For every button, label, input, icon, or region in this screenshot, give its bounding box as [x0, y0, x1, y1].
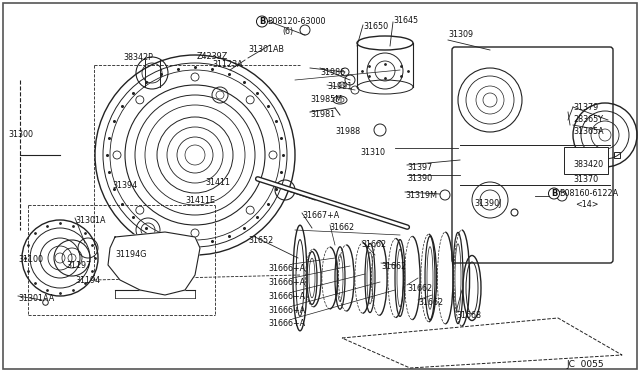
Text: 31667+A: 31667+A — [302, 211, 339, 220]
Text: 383420: 383420 — [573, 160, 603, 169]
Text: 31194G: 31194G — [115, 250, 147, 259]
Text: 31301A: 31301A — [75, 216, 106, 225]
Text: 31991: 31991 — [327, 82, 352, 91]
Text: 31310: 31310 — [360, 148, 385, 157]
FancyBboxPatch shape — [564, 147, 608, 174]
Text: 31666+A: 31666+A — [268, 292, 305, 301]
Text: 31662: 31662 — [418, 298, 443, 307]
Text: 31365A: 31365A — [573, 127, 604, 136]
Text: <14>: <14> — [575, 200, 598, 209]
Text: 31666+A: 31666+A — [268, 278, 305, 287]
Text: 31394: 31394 — [112, 181, 137, 190]
Text: Z4239Z: Z4239Z — [197, 52, 228, 61]
Text: 31300: 31300 — [8, 130, 33, 139]
Text: 31666+A: 31666+A — [268, 306, 305, 315]
Text: 31652: 31652 — [248, 236, 273, 245]
Text: 31100: 31100 — [18, 255, 43, 264]
Text: 31662: 31662 — [329, 223, 354, 232]
Text: 31986: 31986 — [320, 68, 345, 77]
Text: (6): (6) — [282, 27, 293, 36]
Text: 31668: 31668 — [456, 311, 481, 320]
FancyBboxPatch shape — [452, 47, 613, 263]
Text: 31988: 31988 — [335, 127, 360, 136]
Text: 31662: 31662 — [361, 240, 386, 249]
Text: 31981: 31981 — [310, 110, 335, 119]
Text: 31662: 31662 — [381, 262, 406, 271]
Text: 31370: 31370 — [573, 175, 598, 184]
Text: 31197: 31197 — [66, 261, 92, 270]
Text: 31645: 31645 — [393, 16, 418, 25]
Polygon shape — [108, 232, 200, 295]
Text: 31397: 31397 — [407, 163, 432, 172]
Text: 31301AB: 31301AB — [248, 45, 284, 54]
Text: 31319M: 31319M — [405, 191, 437, 200]
Text: B: B — [551, 189, 557, 198]
Text: JC  0055: JC 0055 — [566, 360, 604, 369]
Text: B: B — [259, 17, 265, 26]
Text: 31390: 31390 — [407, 174, 432, 183]
Text: 31666+A: 31666+A — [268, 264, 305, 273]
Text: 31411E: 31411E — [185, 196, 215, 205]
Text: 31985M: 31985M — [310, 95, 342, 104]
Text: 31662: 31662 — [407, 284, 432, 293]
Text: 31309: 31309 — [448, 30, 473, 39]
Text: 31390J: 31390J — [474, 199, 501, 208]
Text: 38342P: 38342P — [123, 53, 153, 62]
Text: 31301AA: 31301AA — [18, 294, 54, 303]
Text: 31411: 31411 — [205, 178, 230, 187]
Text: 28365Y: 28365Y — [573, 115, 603, 124]
Text: 31123A: 31123A — [212, 60, 243, 69]
Text: 31666+A: 31666+A — [268, 319, 305, 328]
Text: B08120-63000: B08120-63000 — [267, 17, 326, 26]
Text: 31650: 31650 — [363, 22, 388, 31]
Text: B08160-6122A: B08160-6122A — [559, 189, 618, 198]
Text: 31379: 31379 — [573, 103, 598, 112]
Text: 31194: 31194 — [75, 276, 100, 285]
